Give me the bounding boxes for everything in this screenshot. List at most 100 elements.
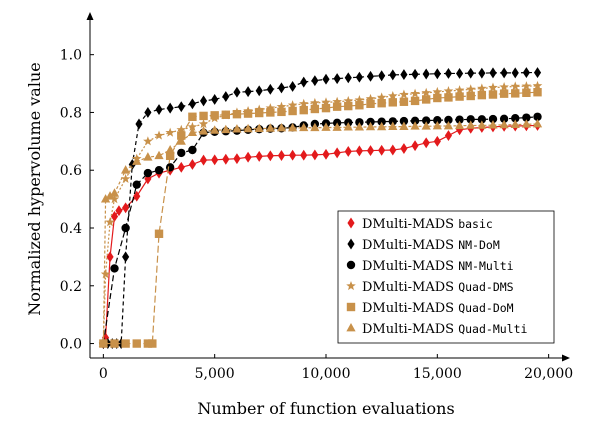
data-point	[106, 251, 114, 263]
data-point	[521, 119, 531, 128]
data-point	[500, 67, 508, 79]
legend-label: DMulti-MADS NM-DoM	[362, 238, 500, 253]
data-point	[110, 264, 119, 273]
data-point	[135, 118, 143, 130]
data-point	[443, 120, 454, 130]
data-point	[188, 112, 197, 121]
x-tick-label: 10,000	[302, 366, 351, 382]
legend-series-name: DMulti-MADS	[362, 238, 458, 253]
data-point	[399, 116, 409, 126]
data-point	[143, 339, 153, 348]
data-point	[488, 120, 498, 129]
y-tick-label: 0.8	[60, 105, 82, 121]
data-point	[378, 144, 386, 156]
data-point	[221, 124, 231, 134]
legend-series-tag: NM-DoM	[458, 238, 500, 252]
series-quad-multi	[98, 118, 543, 347]
legend-series-tag: Quad-DMS	[458, 280, 513, 294]
data-point	[321, 122, 331, 131]
data-point	[211, 93, 219, 105]
legend-series-name: DMulti-MADS	[362, 217, 458, 232]
data-point	[467, 67, 475, 79]
data-point	[109, 194, 120, 204]
data-point	[321, 97, 331, 107]
data-point	[188, 98, 196, 110]
data-point	[477, 90, 487, 100]
data-point	[388, 98, 397, 107]
data-point	[377, 121, 387, 131]
legend-box	[337, 210, 555, 344]
data-point	[265, 123, 275, 132]
legend-marker	[346, 280, 356, 291]
data-point	[198, 118, 209, 129]
data-point	[321, 103, 331, 113]
data-point	[154, 130, 164, 140]
data-point	[165, 163, 175, 172]
data-point	[132, 156, 142, 165]
data-point	[511, 114, 520, 123]
data-point	[477, 115, 487, 124]
data-point	[421, 95, 431, 104]
data-point	[299, 105, 308, 115]
data-point	[154, 150, 164, 160]
data-point	[333, 73, 341, 85]
data-point	[522, 113, 531, 122]
y-axis-arrow	[86, 12, 94, 20]
legend-entry-quad-dom: DMulti-MADS Quad-DoM	[346, 301, 514, 316]
data-point	[444, 130, 453, 142]
data-point	[477, 120, 487, 129]
data-point	[188, 145, 197, 155]
data-point	[422, 137, 430, 149]
data-point	[254, 123, 264, 132]
data-point	[466, 115, 475, 124]
data-point	[533, 88, 542, 97]
legend-series-name: DMulti-MADS	[362, 301, 458, 316]
data-point	[165, 127, 175, 137]
data-point	[177, 131, 186, 140]
data-point	[287, 123, 298, 132]
data-point	[277, 150, 286, 161]
data-point	[210, 125, 220, 134]
data-point	[499, 89, 509, 98]
x-axis-arrow	[562, 354, 570, 362]
data-point	[148, 339, 157, 348]
data-point	[354, 94, 365, 105]
data-point	[277, 107, 286, 117]
data-point	[499, 114, 509, 124]
data-point	[221, 110, 231, 119]
data-point	[422, 68, 430, 80]
data-point	[433, 93, 442, 103]
data-point	[388, 121, 398, 130]
data-point	[399, 89, 409, 99]
data-point	[176, 136, 186, 145]
y-tick-label: 0.6	[60, 163, 82, 179]
data-point	[165, 144, 175, 154]
data-point	[377, 117, 386, 126]
legend-entry-nm-dom: DMulti-MADS NM-DoM	[347, 238, 500, 253]
data-point	[410, 96, 420, 106]
data-point	[109, 188, 120, 197]
data-point	[199, 111, 208, 121]
legend-label: DMulti-MADS Quad-DMS	[362, 280, 514, 295]
axes: 0 5,000 10,000 15,000 20,000 0.0 0.2 0.4 0.6 0.8 1…	[60, 12, 573, 382]
data-point	[354, 122, 365, 131]
legend-entry-quad-dms: DMulti-MADS Quad-DMS	[346, 280, 514, 295]
data-point	[378, 70, 386, 82]
data-point	[456, 67, 464, 79]
data-point	[266, 150, 274, 162]
y-tick-label: 0.2	[60, 279, 82, 295]
x-tick-label: 5,000	[195, 366, 235, 382]
x-tick-label: 20,000	[524, 366, 573, 382]
data-point	[300, 149, 308, 161]
data-point	[344, 101, 353, 111]
y-tick-label: 1.0	[60, 48, 82, 64]
data-point	[311, 75, 319, 87]
data-point	[243, 123, 253, 133]
data-point	[166, 102, 174, 114]
data-point	[276, 123, 287, 132]
data-point	[222, 91, 230, 103]
legend-marker	[346, 302, 356, 312]
data-point	[343, 95, 354, 105]
data-point	[198, 126, 209, 135]
data-point	[355, 71, 363, 83]
